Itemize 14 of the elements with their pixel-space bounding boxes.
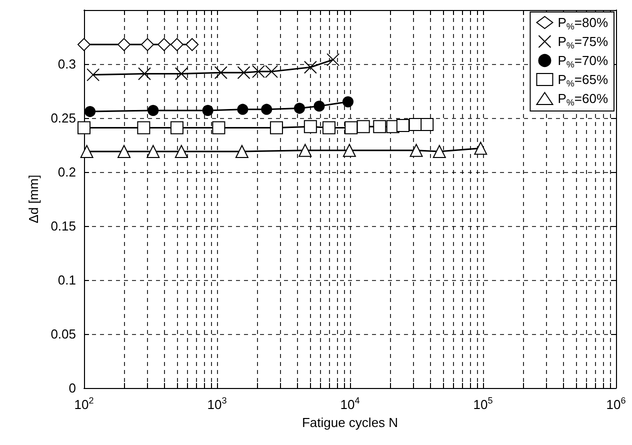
- legend-label: P%=75%: [558, 34, 608, 50]
- y-tick-label: 0.25: [50, 110, 76, 126]
- x-axis-title: Fatigue cycles N: [302, 414, 398, 430]
- legend-label: P%=60%: [558, 91, 608, 108]
- y-axis-title: Δd [mm]: [26, 174, 41, 224]
- legend-label: P%=70%: [558, 53, 608, 70]
- y-tick-label: 0.1: [58, 272, 76, 288]
- legend-label: P%=80%: [558, 15, 608, 32]
- legend-label: P%=65%: [558, 72, 608, 88]
- y-tick-label: 0.15: [50, 218, 76, 234]
- y-tick-label: 0.3: [58, 56, 76, 72]
- y-tick-label: 0: [68, 380, 76, 396]
- y-tick-label: 0.05: [50, 326, 76, 342]
- y-tick-label: 0.2: [58, 164, 76, 180]
